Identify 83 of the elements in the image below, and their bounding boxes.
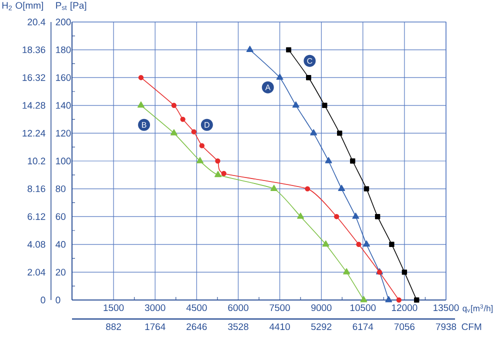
x-tick-label: 13500 [434, 304, 459, 312]
y2-tick-label: 8.16 [28, 185, 46, 192]
y2-tick-label: 6.12 [28, 213, 46, 220]
point [292, 101, 300, 108]
x-tick-label: 10500 [350, 304, 376, 312]
point [304, 186, 310, 192]
x2-axis-title: CFM [462, 323, 482, 330]
point [286, 47, 292, 52]
y-tick-label: 20 [56, 268, 66, 276]
y2-tick-label: 14.28 [22, 102, 46, 109]
point [360, 296, 368, 302]
point [138, 75, 144, 80]
y-tick-label: 140 [56, 102, 71, 109]
x-tick-label: 4500 [186, 304, 207, 312]
point [389, 242, 394, 247]
x-tick-label: 1500 [104, 304, 124, 312]
y-tick-label: 160 [56, 74, 71, 81]
x2-tick-label: 6174 [352, 323, 374, 330]
point [170, 129, 178, 136]
point [337, 130, 342, 136]
point [325, 157, 332, 164]
point [385, 296, 392, 302]
x-tick-label: 3000 [144, 304, 166, 312]
point [221, 170, 226, 176]
point [270, 184, 278, 191]
point [276, 74, 284, 80]
point [362, 240, 370, 247]
x2-tick-label: 7056 [394, 323, 415, 330]
point [215, 158, 220, 164]
point [199, 143, 205, 148]
y-tick-label: 120 [56, 130, 71, 137]
point [414, 297, 420, 303]
y2-tick-label: 16.32 [22, 74, 46, 81]
x-axis-title: q$_{v}$[m$^{3}$/h] [462, 304, 493, 314]
y2-tick-label: 12.24 [22, 130, 46, 137]
y2-tick-label: 2.04 [28, 268, 46, 276]
x-tick-label: 12000 [392, 304, 418, 312]
point [334, 214, 340, 220]
point [137, 101, 144, 108]
point [364, 186, 370, 192]
point [191, 129, 196, 134]
x2-tick-label: 5292 [311, 323, 332, 330]
y2-tick-label: 18.36 [22, 46, 46, 54]
point [306, 75, 312, 80]
point [180, 116, 186, 122]
point [343, 268, 350, 274]
x2-tick-label: 7938 [436, 323, 456, 330]
point [374, 214, 380, 220]
point [338, 184, 346, 191]
y2-tick-label: 4.08 [27, 241, 46, 248]
point [297, 212, 304, 219]
point [402, 270, 408, 275]
point [352, 212, 360, 219]
y-tick-label: 80 [56, 185, 66, 192]
point [310, 129, 318, 136]
point [196, 157, 204, 164]
y2-tick-label: 20.4 [28, 18, 46, 26]
x-tick-label: 6000 [228, 304, 248, 312]
point [396, 297, 402, 303]
point [322, 240, 330, 247]
y-tick-label: 40 [56, 241, 66, 248]
x2-tick-label: 1764 [145, 323, 166, 330]
x-tick-label: 7500 [270, 304, 290, 312]
y-axis-title: P$_{st}$ [Pa] [56, 2, 86, 11]
y-tick-label: 200 [56, 18, 71, 26]
point [171, 102, 177, 108]
x-tick-label: 9000 [311, 304, 332, 312]
point [322, 102, 328, 108]
x2-tick-label: 2646 [186, 323, 207, 330]
point [246, 46, 254, 52]
x2-tick-label: 882 [106, 323, 121, 330]
y2-tick-label: 0 [40, 296, 46, 304]
point [350, 158, 356, 164]
point [214, 170, 222, 178]
y-tick-label: 180 [56, 46, 71, 54]
y-tick-label: 0 [56, 296, 60, 304]
y2-axis-title: H$_{2}$ O[mm] [2, 2, 43, 11]
x2-tick-label: 4410 [269, 323, 290, 330]
y-tick-label: 100 [56, 158, 71, 164]
point [356, 242, 362, 247]
x2-tick-label: 3528 [228, 323, 248, 330]
y-tick-label: 60 [56, 213, 66, 220]
y2-tick-label: 10.2 [28, 158, 46, 164]
